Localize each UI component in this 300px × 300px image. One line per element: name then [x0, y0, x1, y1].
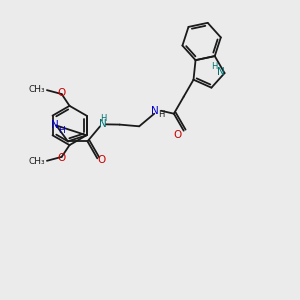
- Text: H: H: [158, 110, 164, 119]
- Text: N: N: [217, 67, 224, 77]
- Text: CH₃: CH₃: [29, 85, 45, 94]
- Text: O: O: [174, 130, 182, 140]
- Text: N: N: [152, 106, 159, 116]
- Text: N: N: [52, 121, 59, 130]
- Text: O: O: [58, 88, 66, 98]
- Text: O: O: [58, 153, 66, 163]
- Text: N: N: [99, 119, 107, 129]
- Text: CH₃: CH₃: [29, 157, 45, 166]
- Text: H: H: [100, 114, 106, 123]
- Text: O: O: [97, 155, 105, 165]
- Text: H: H: [212, 62, 218, 71]
- Text: H: H: [58, 126, 64, 135]
